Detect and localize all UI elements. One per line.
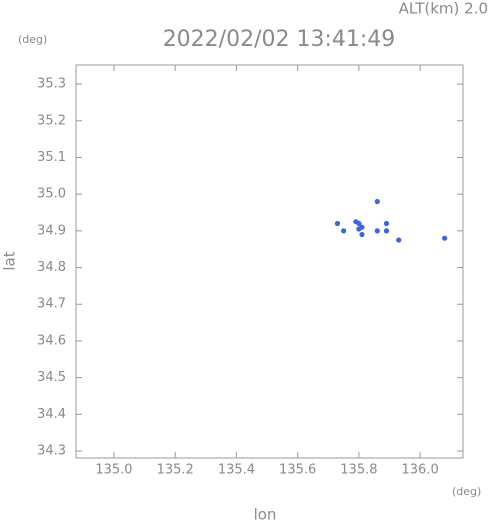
y-tick-label: 35.1 <box>37 150 66 165</box>
y-tick-label: 34.7 <box>37 297 66 312</box>
point <box>442 235 448 241</box>
plot-frame <box>75 64 464 459</box>
x-tick-label: 135.2 <box>157 463 194 478</box>
x-tick-label: 136.0 <box>402 463 439 478</box>
point <box>383 220 390 227</box>
y-unit: (deg) <box>18 33 47 46</box>
point <box>383 228 390 234</box>
point <box>356 220 362 227</box>
x-tick-label: 135.0 <box>95 463 132 478</box>
x-tick-label: 135.4 <box>218 463 255 478</box>
x-tick-label: 135.8 <box>340 463 377 478</box>
chart-title: 2022/02/02 13:41:49 <box>163 27 396 52</box>
point <box>374 228 380 234</box>
y-tick-label: 35.0 <box>37 187 66 202</box>
y-tick-label: 34.8 <box>37 260 66 275</box>
point <box>340 228 347 234</box>
y-tick-label: 34.5 <box>37 370 66 385</box>
point <box>359 231 365 238</box>
y-tick-label: 34.9 <box>37 223 66 238</box>
y-tick-label: 34.4 <box>37 407 66 422</box>
y-tick-label: 34.6 <box>37 333 66 348</box>
x-tick-label: 135.6 <box>279 463 316 478</box>
y-tick-label: 35.2 <box>37 113 66 128</box>
x-axis-label: lon <box>254 506 277 521</box>
point <box>356 226 362 232</box>
y-tick-label: 35.3 <box>37 77 66 92</box>
point <box>334 220 341 227</box>
y-tick-label: 34.3 <box>37 444 66 459</box>
subtitle: ALT(km) 2.0 <box>399 0 488 18</box>
x-unit: (deg) <box>452 485 481 498</box>
point <box>396 237 402 243</box>
y-axis-label: lat <box>1 251 19 270</box>
point <box>374 198 380 205</box>
